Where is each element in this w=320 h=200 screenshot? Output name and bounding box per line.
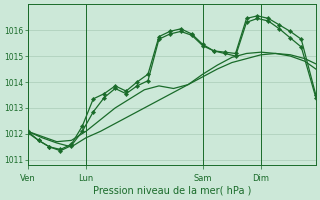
X-axis label: Pression niveau de la mer( hPa ): Pression niveau de la mer( hPa ) — [92, 186, 251, 196]
